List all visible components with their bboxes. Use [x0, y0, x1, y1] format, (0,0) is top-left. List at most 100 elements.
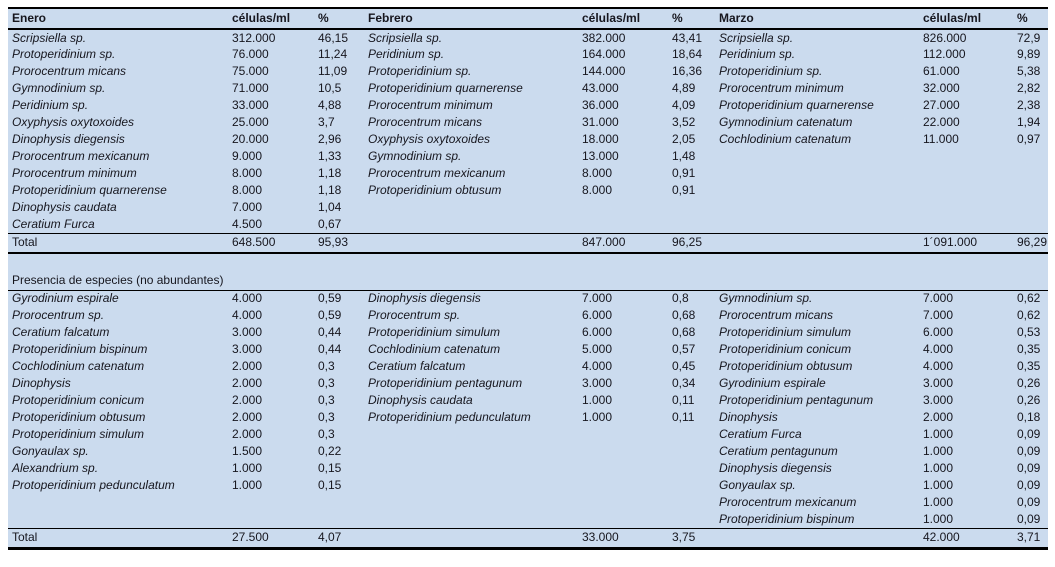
table-row: Gonyaulax sp. 1.500 0,22 Ceratium pentagunu…	[8, 443, 1048, 460]
cells-per-ml-cell: 8.000	[582, 166, 613, 180]
empty-cell	[719, 232, 923, 254]
species-name-cell: Prorocentrum mexicanum	[719, 495, 857, 509]
cells-per-ml-cell: 22.000	[923, 115, 960, 129]
pct-cell: 18,64	[672, 47, 703, 61]
pct-cell: 2,96	[318, 132, 342, 146]
species-name-cell	[719, 199, 923, 216]
species-name-cell: Prorocentrum sp.	[12, 308, 105, 322]
species-name-cell	[719, 148, 923, 165]
species-name-cell: Prorocentrum minimum	[719, 81, 844, 95]
total-pct-febrero: 96,25	[672, 232, 719, 254]
total-cells-febrero: 33.000	[582, 527, 672, 550]
cells-per-ml-cell: 7.000	[582, 291, 613, 306]
cells-per-ml-cell: 1.000	[923, 427, 954, 441]
cells-per-ml-cell: 8.000	[582, 183, 613, 197]
pct-cell: 0,26	[1017, 393, 1041, 407]
table-row: Protoperidinium bispinum 1.000 0,09	[8, 511, 1048, 528]
table-row: Oxyphysis oxytoxoides 25.000 3,7 Prorocentr…	[8, 114, 1048, 131]
cells-per-ml-cell: 826.000	[923, 30, 967, 45]
pct-cell: 0,3	[318, 427, 335, 441]
pct-cell: 9,89	[1017, 47, 1041, 61]
cells-per-ml-cell: 1.000	[582, 393, 613, 407]
cells-per-ml-cell: 1.000	[923, 444, 954, 458]
cells-per-ml-cell: 71.000	[232, 81, 269, 95]
pct-cell: 0,26	[1017, 376, 1041, 390]
cells-per-ml-cell	[582, 199, 672, 216]
cells-per-ml-cell: 9.000	[232, 149, 263, 163]
total-pct-marzo: 3,71	[1017, 527, 1048, 550]
cells-per-ml-cell: 2.000	[232, 410, 263, 424]
header-row: Enero células/ml % Febrero células/ml % …	[8, 8, 1048, 30]
species-name-cell: Gymnodinium catenatum	[719, 115, 853, 129]
pct-cell: 1,18	[318, 183, 342, 197]
cells-per-ml-cell: 3.000	[232, 342, 263, 356]
species-name-cell	[368, 494, 582, 511]
pct-cell: 0,09	[1017, 461, 1041, 475]
pct-cell: 0,09	[1017, 478, 1041, 492]
pct-cell: 72,9	[1017, 30, 1041, 45]
cells-per-ml-cell: 2.000	[232, 427, 263, 441]
pct-cell	[672, 443, 719, 460]
pct-cell: 4,88	[318, 98, 342, 112]
pct-cell: 0,11	[672, 410, 695, 424]
species-name-cell: Ceratium falcatum	[368, 359, 466, 373]
cells-per-ml-cell: 43.000	[582, 81, 619, 95]
pct-cell: 0,15	[318, 478, 342, 492]
cells-per-ml-cell: 6.000	[923, 325, 954, 339]
cells-per-ml-cell: 36.000	[582, 98, 619, 112]
species-name-cell: Prorocentrum mexicanum	[12, 149, 150, 163]
cells-per-ml-cell	[582, 494, 672, 511]
pct-cell: 11,24	[318, 47, 348, 61]
species-name-cell: Protoperidinium pedunculatum	[12, 478, 175, 492]
pct-cell: 0,09	[1017, 511, 1041, 526]
cells-per-ml-cell	[232, 511, 318, 528]
total-cells-enero: 648.500	[232, 232, 318, 254]
pct-cell: 0,3	[318, 393, 335, 407]
species-name-cell: Scripsiella sp.	[368, 30, 443, 45]
cells-per-ml-cell	[582, 460, 672, 477]
cells-per-ml-cell: 8.000	[232, 183, 263, 197]
spacer	[8, 253, 1048, 272]
cells-per-ml-cell: 4.500	[232, 216, 263, 231]
total-cells-marzo: 42.000	[923, 527, 1017, 550]
cells-per-ml-cell: 31.000	[582, 115, 619, 129]
pct-cell	[318, 511, 368, 528]
species-name-cell: Gonyaulax sp.	[719, 478, 796, 492]
pct-cell: 0,59	[318, 291, 342, 306]
species-name-cell: Gymnodinium sp.	[368, 149, 462, 163]
pct-cell: 0,3	[318, 376, 335, 390]
pct-cell: 0,62	[1017, 308, 1041, 322]
cells-per-ml-cell: 8.000	[232, 166, 263, 180]
cells-per-ml-cell: 3.000	[923, 376, 954, 390]
species-name-cell: Prorocentrum mexicanum	[368, 166, 506, 180]
species-name-cell: Prorocentrum micans	[368, 115, 483, 129]
species-name-cell: Protoperidinium pentagunum	[719, 393, 874, 407]
plankton-abundance-table: Enero células/ml % Febrero células/ml % …	[8, 7, 1048, 550]
cells-per-ml-cell: 2.000	[232, 376, 263, 390]
species-name-cell	[368, 443, 582, 460]
pct-cell: 0,3	[318, 410, 335, 424]
species-name-cell: Protoperidinium sp.	[368, 64, 472, 78]
section-title: Presencia de especies (no abundantes)	[8, 272, 1048, 291]
species-name-cell: Protoperidinium simulum	[368, 325, 501, 339]
pct-cell: 1,18	[318, 166, 342, 180]
pct-cell	[672, 477, 719, 494]
species-name-cell: Protoperidinium quarnerense	[368, 81, 523, 95]
species-name-cell: Protoperidinium obtusum	[368, 183, 502, 197]
column-header-month-febrero: Febrero	[368, 8, 582, 30]
column-header-month-enero: Enero	[8, 8, 232, 30]
cells-per-ml-cell: 144.000	[582, 64, 626, 78]
pct-cell	[672, 426, 719, 443]
cells-per-ml-cell	[923, 216, 1017, 233]
pct-cell: 0,18	[1017, 410, 1041, 424]
total-pct-enero: 95,93	[318, 232, 368, 254]
table-row: Dinophysis diegensis 20.000 2,96 Oxyphysis …	[8, 131, 1048, 148]
species-name-cell: Protoperidinium quarnerense	[719, 98, 874, 112]
species-name-cell: Dinophysis caudata	[12, 200, 117, 214]
species-name-cell: Protoperidinium pedunculatum	[368, 410, 531, 424]
pct-cell	[1017, 148, 1048, 165]
cells-per-ml-cell	[923, 148, 1017, 165]
cells-per-ml-cell: 1.000	[923, 511, 954, 526]
table-row: Cochlodinium catenatum 2.000 0,3 Ceratium f…	[8, 358, 1048, 375]
empty-cell	[368, 232, 582, 254]
